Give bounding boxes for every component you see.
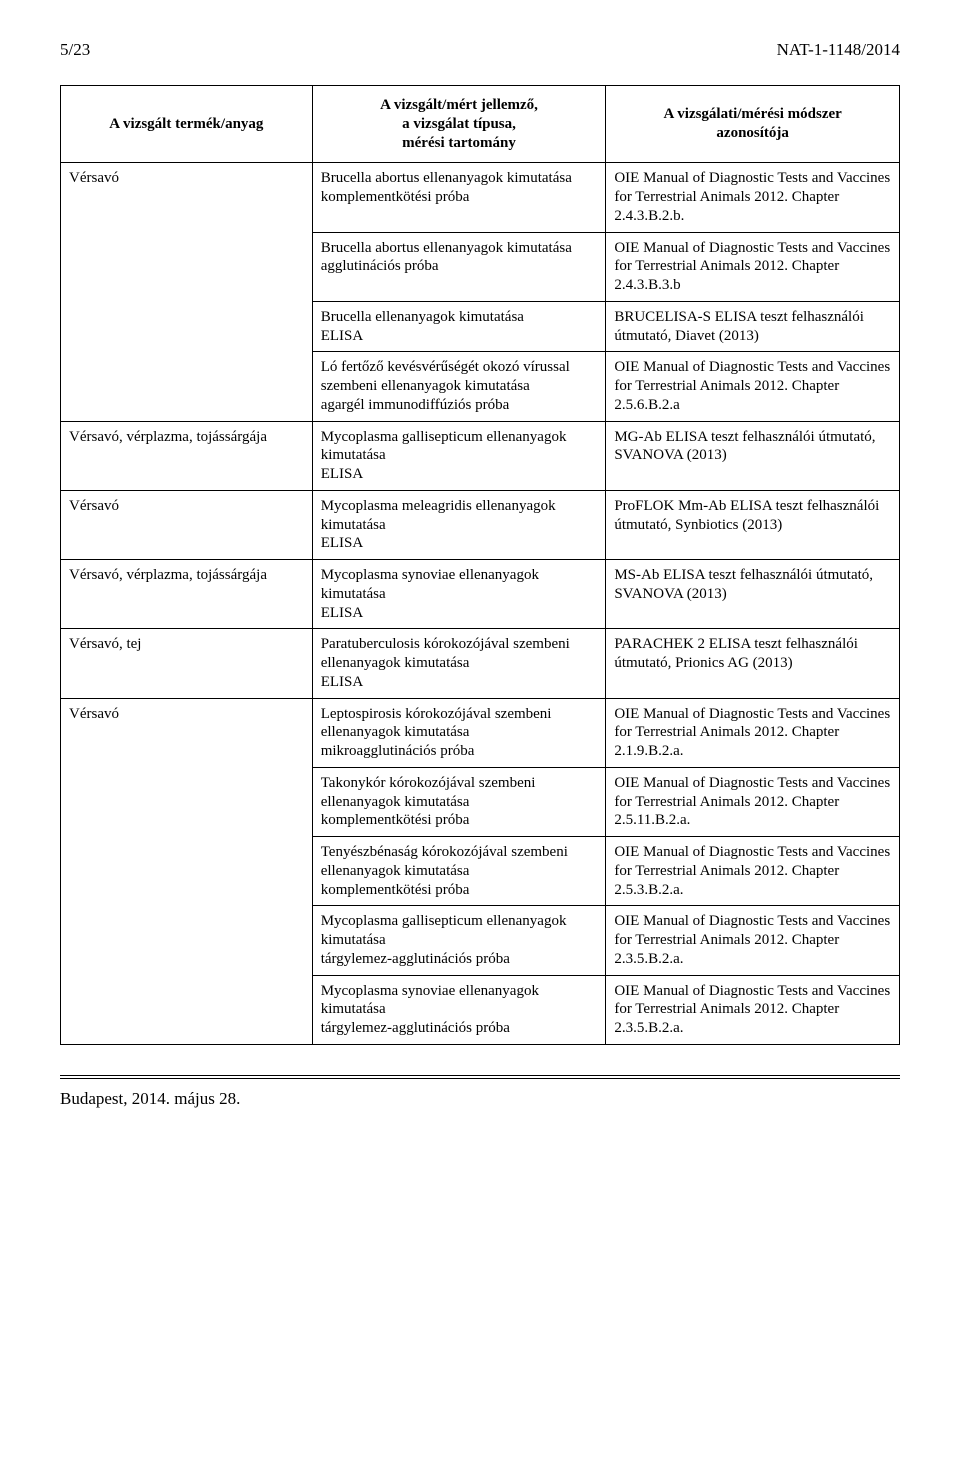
cell-characteristic: Mycoplasma synoviae ellenanyagok kimutat… bbox=[312, 560, 606, 629]
cell-method-id: MG-Ab ELISA teszt felhasználói útmutató,… bbox=[606, 421, 900, 490]
th-c2-l1: A vizsgált/mért jellemző, bbox=[380, 97, 538, 113]
table-body: VérsavóBrucella abortus ellenanyagok kim… bbox=[61, 163, 900, 1045]
th-c2-l3: mérési tartomány bbox=[402, 135, 516, 151]
cell-product: Vérsavó bbox=[61, 698, 313, 1044]
cell-method-id: OIE Manual of Diagnostic Tests and Vacci… bbox=[606, 837, 900, 906]
footer-separator bbox=[60, 1075, 900, 1079]
cell-characteristic: Takonykór kórokozójával szembeni ellenan… bbox=[312, 767, 606, 836]
table-row: VérsavóMycoplasma meleagridis ellenanyag… bbox=[61, 490, 900, 559]
cell-method-id: MS-Ab ELISA teszt felhasználói útmutató,… bbox=[606, 560, 900, 629]
cell-method-id: OIE Manual of Diagnostic Tests and Vacci… bbox=[606, 906, 900, 975]
th-c2-l2: a vizsgálat típusa, bbox=[402, 116, 516, 132]
cell-product: Vérsavó bbox=[61, 163, 313, 421]
cell-product: Vérsavó, tej bbox=[61, 629, 313, 698]
cell-product: Vérsavó bbox=[61, 490, 313, 559]
cell-method-id: OIE Manual of Diagnostic Tests and Vacci… bbox=[606, 767, 900, 836]
cell-method-id: OIE Manual of Diagnostic Tests and Vacci… bbox=[606, 163, 900, 232]
th-c1-text: A vizsgált termék/anyag bbox=[109, 116, 263, 132]
table-header-c3: A vizsgálati/mérési módszer azonosítója bbox=[606, 86, 900, 163]
page-marker: 5/23 bbox=[60, 40, 90, 60]
cell-method-id: OIE Manual of Diagnostic Tests and Vacci… bbox=[606, 352, 900, 421]
cell-characteristic: Ló fertőző kevésvérűségét okozó vírussal… bbox=[312, 352, 606, 421]
cell-method-id: BRUCELISA-S ELISA teszt felhasználói útm… bbox=[606, 301, 900, 352]
table-row: VérsavóBrucella abortus ellenanyagok kim… bbox=[61, 163, 900, 232]
doc-id: NAT-1-1148/2014 bbox=[777, 40, 900, 60]
table-row: Vérsavó, vérplazma, tojássárgájaMycoplas… bbox=[61, 560, 900, 629]
cell-method-id: ProFLOK Mm-Ab ELISA teszt felhasználói ú… bbox=[606, 490, 900, 559]
main-table: A vizsgált termék/anyag A vizsgált/mért … bbox=[60, 85, 900, 1045]
table-header-c2: A vizsgált/mért jellemző, a vizsgálat tí… bbox=[312, 86, 606, 163]
page: 5/23 NAT-1-1148/2014 A vizsgált termék/a… bbox=[0, 0, 960, 1471]
cell-characteristic: Brucella ellenanyagok kimutatása ELISA bbox=[312, 301, 606, 352]
header-row: 5/23 NAT-1-1148/2014 bbox=[60, 40, 900, 60]
cell-product: Vérsavó, vérplazma, tojássárgája bbox=[61, 560, 313, 629]
cell-method-id: OIE Manual of Diagnostic Tests and Vacci… bbox=[606, 698, 900, 767]
footer-text: Budapest, 2014. május 28. bbox=[60, 1089, 240, 1108]
cell-characteristic: Brucella abortus ellenanyagok kimutatása… bbox=[312, 163, 606, 232]
th-c3-l1: A vizsgálati/mérési módszer bbox=[664, 106, 842, 122]
cell-characteristic: Leptospirosis kórokozójával szembeni ell… bbox=[312, 698, 606, 767]
cell-characteristic: Mycoplasma synoviae ellenanyagok kimutat… bbox=[312, 975, 606, 1044]
table-row: VérsavóLeptospirosis kórokozójával szemb… bbox=[61, 698, 900, 767]
cell-characteristic: Mycoplasma gallisepticum ellenanyagok ki… bbox=[312, 906, 606, 975]
cell-characteristic: Brucella abortus ellenanyagok kimutatása… bbox=[312, 232, 606, 301]
cell-characteristic: Mycoplasma gallisepticum ellenanyagok ki… bbox=[312, 421, 606, 490]
table-row: Vérsavó, vérplazma, tojássárgájaMycoplas… bbox=[61, 421, 900, 490]
cell-method-id: OIE Manual of Diagnostic Tests and Vacci… bbox=[606, 232, 900, 301]
cell-characteristic: Paratuberculosis kórokozójával szembeni … bbox=[312, 629, 606, 698]
cell-method-id: OIE Manual of Diagnostic Tests and Vacci… bbox=[606, 975, 900, 1044]
table-header-row: A vizsgált termék/anyag A vizsgált/mért … bbox=[61, 86, 900, 163]
cell-characteristic: Tenyészbénaság kórokozójával szembeni el… bbox=[312, 837, 606, 906]
table-header-c1: A vizsgált termék/anyag bbox=[61, 86, 313, 163]
footer: Budapest, 2014. május 28. bbox=[60, 1089, 900, 1109]
th-c3-l2: azonosítója bbox=[716, 125, 789, 141]
table-row: Vérsavó, tejParatuberculosis kórokozójáv… bbox=[61, 629, 900, 698]
cell-product: Vérsavó, vérplazma, tojássárgája bbox=[61, 421, 313, 490]
cell-characteristic: Mycoplasma meleagridis ellenanyagok kimu… bbox=[312, 490, 606, 559]
cell-method-id: PARACHEK 2 ELISA teszt felhasználói útmu… bbox=[606, 629, 900, 698]
